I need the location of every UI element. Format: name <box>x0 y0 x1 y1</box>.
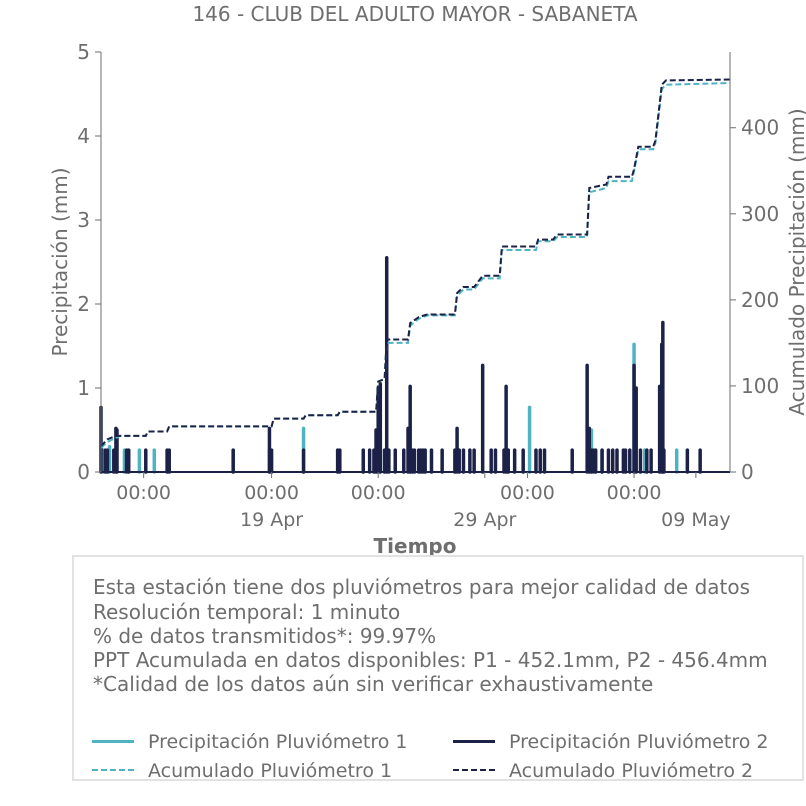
legend-item-p2-cum: Acumulado Pluviómetro 2 <box>453 760 754 782</box>
legend-label-p1-cum: Acumulado Pluviómetro 1 <box>148 760 393 782</box>
y2-tick-label-3: 300 <box>741 202 779 226</box>
y2-tick-label-2: 200 <box>741 288 779 312</box>
info-line-accumulated: PPT Acumulada en datos disponibles: P1 -… <box>93 648 768 672</box>
info-line-transmitted: % de datos transmitidos*: 99.97% <box>93 624 437 648</box>
x-tick-time-1: 00:00 <box>244 482 299 504</box>
x-tick-time-4: 00:00 <box>500 482 555 504</box>
x-axis-label: Tiempo <box>374 534 457 558</box>
x-tick-date-1: 19 Apr <box>240 509 303 531</box>
chart-title: 146 - CLUB DEL ADULTO MAYOR - SABANETA <box>192 2 637 26</box>
y-axis-label: Precipitación (mm) <box>48 167 72 356</box>
x-tick-date-3: 29 Apr <box>453 509 516 531</box>
legend-item-p2-precip: Precipitación Pluviómetro 2 <box>453 731 769 753</box>
cum-line-p2 <box>100 78 731 447</box>
precipitation-chart: 146 - CLUB DEL ADULTO MAYOR - SABANETA 0… <box>48 2 806 558</box>
x-tick-date-6: 09 May <box>661 509 731 531</box>
info-box: Esta estación tiene dos pluviómetros par… <box>72 555 804 782</box>
legend-label-p1-precip: Precipitación Pluviómetro 1 <box>148 731 408 753</box>
y-tick-label-0: 0 <box>77 460 90 484</box>
cumulative-lines <box>100 78 731 473</box>
y2-tick-label-4: 400 <box>741 116 779 140</box>
y2-axis-label: Acumulado Precipitación (mm) <box>785 108 806 415</box>
legend-item-p1-cum: Acumulado Pluviómetro 1 <box>92 760 393 782</box>
legend-swatch-p1-solid <box>92 740 134 743</box>
p2-bars <box>99 256 702 474</box>
axes: 0 1 2 3 4 5 0 100 200 300 400 00:00 00:00 19 Apr 00:00… <box>77 40 779 531</box>
legend-label-p2-cum: Acumulado Pluviómetro 2 <box>509 760 754 782</box>
y-tick-label-3: 3 <box>77 208 90 232</box>
legend-swatch-p2-dashed <box>453 769 495 771</box>
x-tick-time-5: 00:00 <box>607 482 662 504</box>
x-tick-time-0: 00:00 <box>116 482 171 504</box>
y-tick-label-2: 2 <box>77 292 90 316</box>
x-tick-time-2: 00:00 <box>351 482 406 504</box>
y2-tick-label-1: 100 <box>741 374 779 398</box>
legend-label-p2-precip: Precipitación Pluviómetro 2 <box>509 731 769 753</box>
legend-item-p1-precip: Precipitación Pluviómetro 1 <box>92 731 408 753</box>
y2-tick-label-0: 0 <box>741 460 754 484</box>
info-line-quality-note: *Calidad de los datos aún sin verificar … <box>93 672 654 696</box>
info-line-dual-gauges: Esta estación tiene dos pluviómetros par… <box>93 575 751 599</box>
legend-swatch-p1-dashed <box>92 769 134 771</box>
y-tick-label-4: 4 <box>77 124 90 148</box>
info-line-resolution: Resolución temporal: 1 minuto <box>93 600 401 624</box>
y-tick-label-1: 1 <box>77 376 90 400</box>
legend-swatch-p2-solid <box>453 740 495 743</box>
y-tick-label-5: 5 <box>77 40 90 64</box>
